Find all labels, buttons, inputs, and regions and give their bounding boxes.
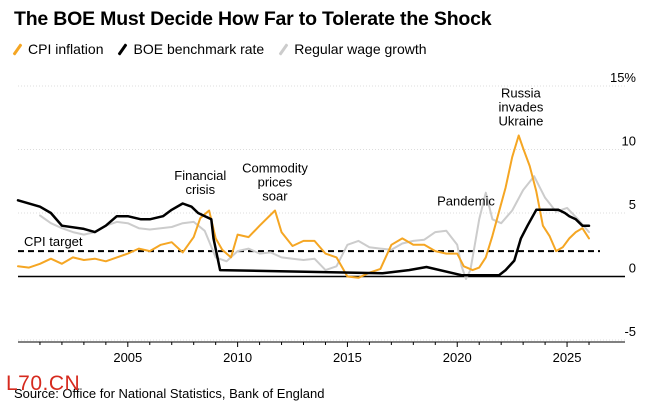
annotation-pandemic: Pandemic	[437, 193, 495, 208]
boe-rate-line	[16, 199, 591, 277]
legend: CPI inflation BOE benchmark rate Regular…	[12, 40, 443, 58]
annotation-russia-ukraine: Ukraine	[499, 113, 544, 128]
x-tick-label: 2010	[223, 350, 252, 365]
y-tick-label: 15%	[610, 70, 636, 85]
legend-label-wage-growth: Regular wage growth	[294, 41, 427, 57]
y-tick-label: 0	[629, 261, 636, 276]
watermark: L70.CN	[6, 372, 81, 395]
annotation-financial-crisis: Financial	[174, 168, 226, 183]
annotation-commodity-prices: soar	[262, 188, 288, 203]
cpi-target-label: CPI target	[24, 234, 83, 249]
legend-item-cpi: CPI inflation	[12, 41, 104, 57]
annotation-commodity-prices: Commodity	[242, 160, 308, 175]
legend-label-boe-rate: BOE benchmark rate	[133, 41, 265, 57]
y-tick-label: 10	[622, 134, 636, 149]
chart-title: The BOE Must Decide How Far to Tolerate …	[14, 8, 492, 30]
wage-growth-line	[39, 175, 590, 280]
annotation-russia-ukraine: invades	[499, 99, 544, 114]
source-note: Source: Office for National Statistics, …	[14, 386, 325, 401]
legend-label-cpi: CPI inflation	[28, 41, 104, 57]
annotation-russia-ukraine: Russia	[501, 85, 542, 100]
x-tick-label: 2020	[443, 350, 472, 365]
annotation-financial-crisis: crisis	[185, 182, 215, 197]
y-tick-label: 5	[629, 197, 636, 212]
x-tick-label: 2015	[333, 350, 362, 365]
x-tick-label: 2005	[113, 350, 142, 365]
annotation-commodity-prices: prices	[258, 174, 293, 189]
cpi-inflation-line	[17, 134, 590, 279]
y-tick-label: -5	[624, 324, 636, 339]
legend-item-boe-rate: BOE benchmark rate	[118, 41, 265, 57]
legend-item-wage-growth: Regular wage growth	[278, 41, 427, 57]
x-tick-label: 2025	[553, 350, 582, 365]
